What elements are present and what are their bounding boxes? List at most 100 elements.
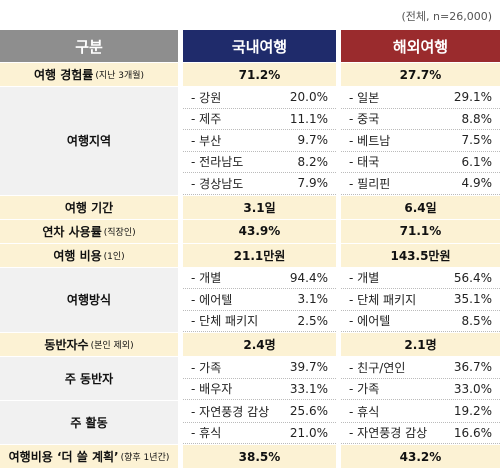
item-value: 8.5%	[461, 313, 493, 328]
overseas-item-row: 가족 33.0%	[341, 379, 500, 400]
row-label-note: (본인 제외)	[90, 341, 134, 351]
overseas-item-row: 베트남 7.5%	[341, 130, 500, 152]
row-label: 여행 경험률 (지난 3개월)	[0, 63, 178, 86]
item-name: 부산	[191, 132, 221, 149]
item-name: 친구/연인	[349, 359, 405, 376]
row-label: 여행지역	[0, 87, 178, 195]
item-name: 휴식	[349, 403, 379, 420]
row-label-note: (1인)	[103, 251, 125, 262]
item-value: 8.8%	[461, 111, 493, 126]
item-name: 개별	[191, 269, 221, 286]
domestic-value: 71.2%	[183, 63, 336, 86]
domestic-item-row: 전라남도 8.2%	[183, 152, 336, 173]
item-name: 단체 패키지	[191, 312, 258, 329]
row-label-text: 여행 기간	[64, 200, 114, 215]
domestic-item-row: 단체 패키지 2.5%	[183, 311, 336, 332]
row-label-text: 동반자수	[44, 338, 89, 352]
domestic-item-row: 배우자 33.1%	[183, 379, 336, 400]
row-label-note: (지난 3개월)	[95, 71, 145, 81]
item-value: 20.0%	[289, 90, 328, 105]
row-label-note: (직장인)	[103, 227, 136, 238]
overseas-value: 27.7%	[341, 63, 500, 86]
row-label: 연차 사용률 (직장인)	[0, 219, 178, 243]
item-value: 33.0%	[453, 381, 492, 396]
item-value: 39.7%	[289, 360, 328, 375]
overseas-item-row: 자연풍경 감상 16.6%	[341, 423, 500, 444]
overseas-item-row: 태국 6.1%	[341, 152, 500, 173]
overseas-item-row: 단체 패키지 35.1%	[341, 289, 500, 311]
overseas-item-row: 중국 8.8%	[341, 109, 500, 130]
overseas-value: 143.5만원	[341, 243, 500, 267]
item-name: 에어텔	[191, 291, 232, 308]
domestic-value: 21.1만원	[183, 243, 336, 267]
row-label: 여행비용 ‘더 쓸 계획’ (향후 1년간)	[0, 445, 178, 468]
item-value: 9.7%	[297, 133, 329, 148]
header-category: 구분	[0, 30, 178, 62]
item-name: 베트남	[349, 132, 390, 149]
item-value: 7.5%	[461, 133, 493, 148]
row-label-text: 여행 비용	[53, 248, 102, 263]
overseas-item-row: 필리핀 4.9%	[341, 173, 500, 195]
domestic-value: 2.4명	[183, 333, 336, 356]
domestic-item-row: 개별 94.4%	[183, 268, 336, 289]
overseas-item-row: 에어텔 8.5%	[341, 311, 500, 332]
overseas-value: 43.2%	[341, 445, 500, 468]
domestic-value: 38.5%	[183, 445, 336, 468]
header-overseas: 해외여행	[341, 30, 500, 62]
domestic-item-row: 휴식 21.0%	[183, 423, 336, 444]
item-value: 94.4%	[289, 270, 328, 285]
item-value: 3.1%	[297, 292, 329, 307]
item-name: 배우자	[191, 380, 232, 397]
item-name: 자연풍경 감상	[349, 424, 427, 441]
item-name: 중국	[349, 110, 379, 127]
item-name: 필리핀	[349, 175, 390, 192]
row-label-text: 연차 사용률	[42, 224, 102, 239]
domestic-item-row: 제주 11.1%	[183, 109, 336, 130]
domestic-item-row: 자연풍경 감상 25.6%	[183, 401, 336, 423]
item-value: 19.2%	[453, 404, 492, 419]
row-label-text: 여행방식	[66, 293, 112, 308]
row-label: 주 동반자	[0, 357, 178, 400]
item-name: 휴식	[191, 424, 221, 441]
domestic-item-row: 강원 20.0%	[183, 87, 336, 109]
row-label: 여행 기간	[0, 195, 178, 219]
item-name: 자연풍경 감상	[191, 403, 269, 420]
row-label: 주 활동	[0, 401, 178, 444]
item-value: 35.1%	[453, 292, 492, 307]
overseas-item-row: 휴식 19.2%	[341, 401, 500, 423]
domestic-item-row: 부산 9.7%	[183, 130, 336, 152]
item-value: 33.1%	[289, 381, 328, 396]
item-value: 25.6%	[289, 404, 328, 419]
item-value: 7.9%	[297, 176, 329, 191]
item-name: 일본	[349, 89, 379, 106]
item-name: 제주	[191, 110, 221, 127]
overseas-value: 6.4일	[341, 195, 500, 219]
item-name: 에어텔	[349, 312, 390, 329]
item-name: 가족	[349, 380, 379, 397]
overseas-item-row: 개별 56.4%	[341, 268, 500, 289]
item-value: 36.7%	[453, 360, 492, 375]
row-label-text: 여행 경험률	[33, 68, 94, 82]
row-label-text: 여행지역	[66, 134, 112, 149]
domestic-item-row: 가족 39.7%	[183, 357, 336, 379]
row-label: 동반자수 (본인 제외)	[0, 333, 178, 356]
item-value: 8.2%	[297, 154, 329, 169]
item-value: 11.1%	[289, 111, 328, 126]
domestic-value: 3.1일	[183, 195, 336, 219]
row-label-text: 여행비용 ‘더 쓸 계획’	[8, 450, 119, 464]
item-value: 56.4%	[453, 270, 492, 285]
item-name: 강원	[191, 89, 221, 106]
sample-note: (전체, n=26,000)	[401, 10, 493, 23]
overseas-item-row: 친구/연인 36.7%	[341, 357, 500, 379]
item-value: 6.1%	[461, 154, 493, 169]
row-label: 여행 비용 (1인)	[0, 243, 178, 267]
row-label-text: 주 활동	[70, 416, 108, 430]
item-name: 단체 패키지	[349, 291, 416, 308]
item-value: 29.1%	[453, 90, 492, 105]
overseas-value: 2.1명	[341, 333, 500, 356]
item-name: 개별	[349, 269, 379, 286]
item-value: 21.0%	[289, 425, 328, 440]
domestic-item-row: 경상남도 7.9%	[183, 173, 336, 195]
header-domestic: 국내여행	[183, 30, 336, 62]
